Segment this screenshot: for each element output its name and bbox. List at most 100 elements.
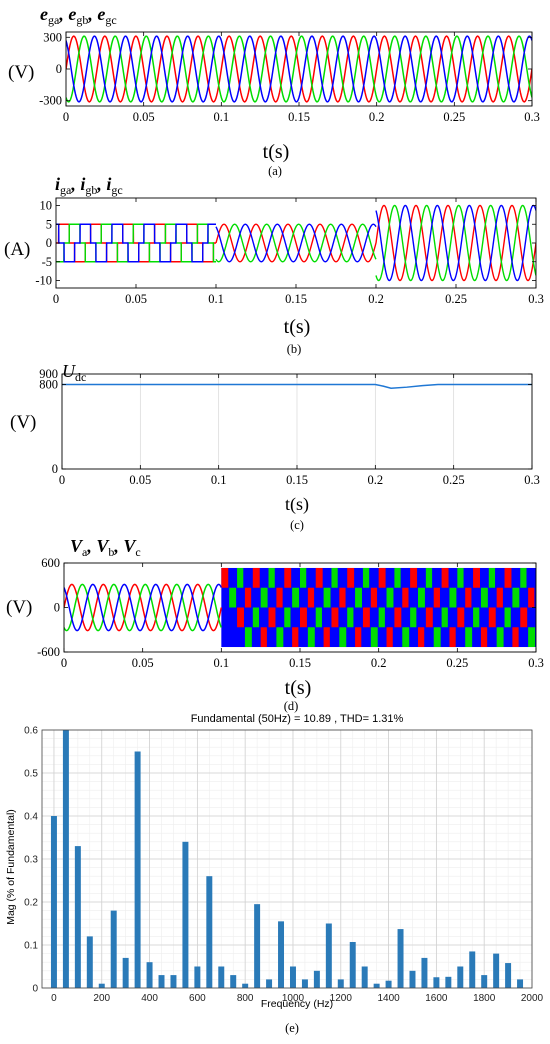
pwm-pulse xyxy=(520,567,527,588)
x-tick-label: 0.15 xyxy=(288,110,310,124)
pwm-pulse xyxy=(449,587,457,608)
x-tick-label: 0 xyxy=(61,656,67,670)
pwm-pulse xyxy=(347,567,355,588)
plot-area xyxy=(56,204,536,282)
x-tick-label: 0.2 xyxy=(368,473,384,487)
x-tick-label: 0.25 xyxy=(443,110,465,124)
pwm-pulse xyxy=(307,627,315,648)
pwm-pulse xyxy=(331,567,338,588)
harmonic-bar xyxy=(349,941,356,988)
x-tick-label: 400 xyxy=(141,993,158,1004)
pwm-pulse xyxy=(323,627,330,648)
panel-a: ega, egb, egc (V) 0 0.05 0.1 0.15 0.2 0.25 0.3… xyxy=(0,0,550,180)
pwm-pulse xyxy=(504,567,512,588)
x-tick-label: 0.3 xyxy=(528,292,544,306)
harmonic-bar xyxy=(445,976,452,988)
x-axis-label: Frequency (Hz) xyxy=(261,998,333,1010)
panel-b: iga, igb, igc (A) 0 0.05 0.1 0.15 0.2 0.25 0.3… xyxy=(0,170,550,362)
chart-title: Va, Vb, Vc xyxy=(70,536,141,559)
y-tick-label: 0 xyxy=(52,462,58,476)
y-tick-label: 0 xyxy=(56,62,62,76)
harmonic-bar xyxy=(385,980,392,988)
harmonic-bar xyxy=(469,951,476,988)
y-tick-label: 0.1 xyxy=(24,941,38,952)
chart-title: Fundamental (50Hz) = 10.89 , THD= 1.31% xyxy=(191,713,404,725)
y-tick-label: 0.5 xyxy=(24,769,38,780)
x-tick-label: 0.3 xyxy=(524,473,540,487)
y-tick-label: 900 xyxy=(39,367,58,381)
y-axis-unit: (V) xyxy=(10,412,36,433)
x-tick-label: 0.1 xyxy=(214,656,230,670)
plot-area xyxy=(64,567,542,648)
current-series-line xyxy=(375,204,536,282)
x-tick-label: 0.05 xyxy=(125,292,147,306)
current-series-line xyxy=(56,223,216,263)
pwm-pulse xyxy=(410,607,417,628)
grid-voltage-chart: ega, egb, egc (V) 0 0.05 0.1 0.15 0.2 0.25 0.3… xyxy=(8,4,540,178)
pwm-pulse xyxy=(418,587,425,608)
y-tick-label: 0.6 xyxy=(24,726,38,737)
y-tick-label: 300 xyxy=(43,30,62,44)
x-tick-label: 600 xyxy=(189,993,206,1004)
pwm-pulse xyxy=(496,627,504,648)
y-tick-label: 0.4 xyxy=(24,812,38,823)
voltage-series-line xyxy=(66,35,532,103)
pwm-pulse xyxy=(252,567,260,588)
x-tick-label: 0.3 xyxy=(524,110,540,124)
x-tick-label: 1200 xyxy=(330,993,353,1004)
pwm-pulse xyxy=(402,627,410,648)
current-series-line xyxy=(215,223,377,263)
x-tick-label: 0.15 xyxy=(286,473,308,487)
harmonic-bar xyxy=(457,966,464,988)
fft-spectrum-chart: Fundamental (50Hz) = 10.89 , THD= 1.31% … xyxy=(5,713,544,1035)
panel-caption: (b) xyxy=(287,342,302,356)
pwm-pulse xyxy=(315,567,323,588)
x-axis-label: t(s) xyxy=(284,316,311,338)
pwm-pulse xyxy=(488,607,496,628)
pwm-pulse xyxy=(473,567,480,588)
harmonic-bar xyxy=(206,876,213,988)
pwm-pulse xyxy=(284,607,291,628)
inverter-voltage-chart: Va, Vb, Vc (V) 0 0.05 0.1 0.15 0.2 0.25 0.3 600… xyxy=(6,536,544,713)
y-tick-label: 800 xyxy=(39,378,58,392)
pwm-pulse xyxy=(300,607,307,628)
x-tick-label: 0.2 xyxy=(369,110,385,124)
pwm-pulse xyxy=(300,567,307,588)
panel-e: Fundamental (50Hz) = 10.89 , THD= 1.31% … xyxy=(0,712,550,1044)
harmonic-bar xyxy=(170,975,177,988)
chart-title: iga, igb, igc xyxy=(55,174,123,197)
pwm-pulse xyxy=(425,567,433,588)
harmonic-bar xyxy=(158,975,165,988)
y-axis-unit: (V) xyxy=(8,62,34,83)
pwm-pulse xyxy=(347,607,354,628)
harmonic-bar xyxy=(86,936,93,988)
harmonic-bar xyxy=(218,966,225,988)
harmonic-bar xyxy=(493,953,500,988)
pwm-pulse xyxy=(410,567,418,588)
panel-caption: (e) xyxy=(285,1021,299,1035)
voltage-series-line xyxy=(66,35,532,103)
pwm-pulse xyxy=(284,567,292,588)
harmonic-bar xyxy=(98,983,105,988)
plot-area xyxy=(66,35,532,103)
pwm-pulse xyxy=(480,627,488,648)
harmonic-bar xyxy=(301,979,308,988)
x-tick-label: 0.3 xyxy=(528,656,544,670)
y-axis-unit: (A) xyxy=(4,239,30,260)
x-axis-label: t(s) xyxy=(285,677,312,699)
x-tick-label: 0.15 xyxy=(285,292,307,306)
panel-d: Va, Vb, Vc (V) 0 0.05 0.1 0.15 0.2 0.25 0.3 600… xyxy=(0,532,550,713)
pwm-pulse xyxy=(449,627,456,648)
harmonic-bar xyxy=(289,966,296,988)
harmonic-bar xyxy=(517,979,524,988)
pwm-pulse xyxy=(536,627,542,647)
pwm-pulse xyxy=(307,587,315,608)
dc-voltage-line xyxy=(62,383,532,390)
y-tick-label: 0 xyxy=(46,236,52,250)
pwm-pulse xyxy=(221,567,229,588)
y-tick-label: 0 xyxy=(32,984,38,995)
pwm-pulse xyxy=(292,627,299,648)
current-series-line xyxy=(375,204,536,282)
y-axis-label: Mag (% of Fundamental) xyxy=(5,809,17,925)
